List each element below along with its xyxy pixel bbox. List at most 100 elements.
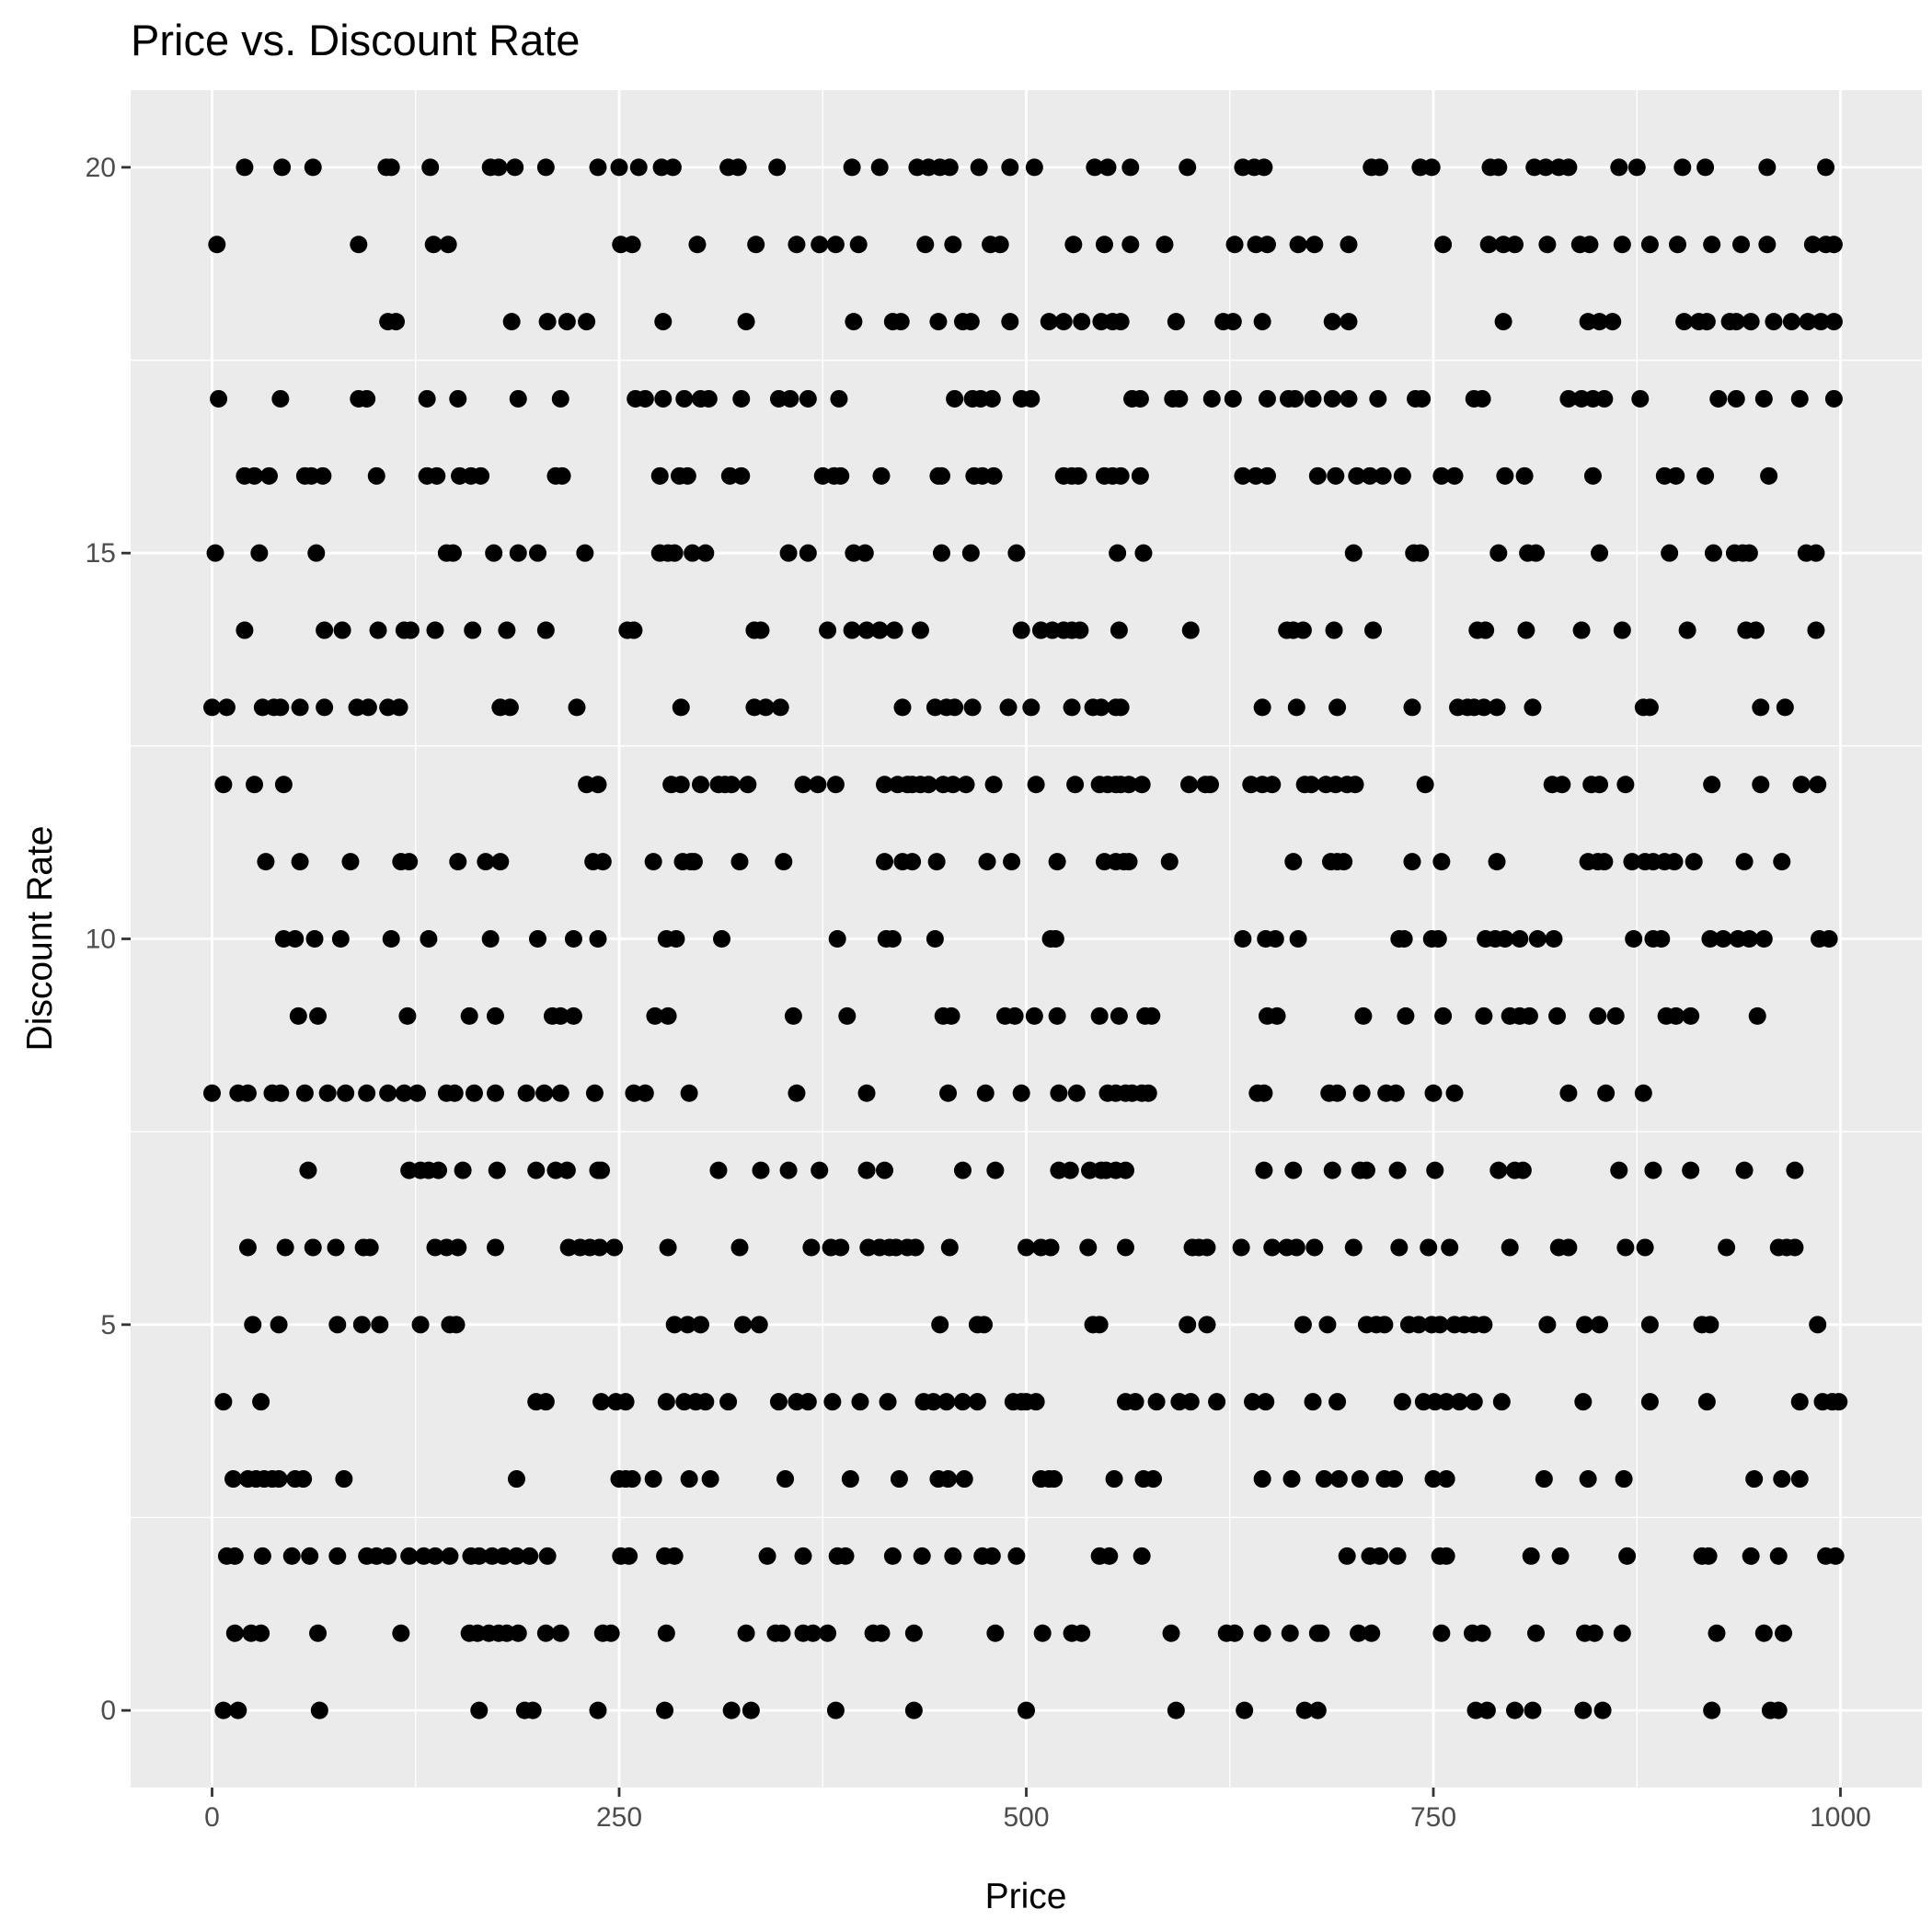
data-point [756,698,775,717]
data-point [672,776,690,794]
data-point [826,1701,845,1719]
data-point [1625,930,1643,948]
data-point [1092,698,1110,717]
data-point [937,1393,956,1411]
data-point [984,466,1003,485]
data-point [1524,1701,1542,1719]
data-point [1703,1701,1721,1719]
data-point [1426,1161,1444,1179]
data-point [879,1393,897,1411]
data-point [729,158,747,177]
data-point [946,389,964,408]
data-point [1224,389,1242,408]
data-point [1506,1701,1524,1719]
data-point [1515,466,1534,485]
data-point [1790,389,1809,408]
data-point [350,236,368,254]
data-point [1807,544,1825,562]
data-point [1328,1084,1347,1102]
data-point [963,698,982,717]
data-point [1478,1701,1496,1719]
data-point [276,1238,294,1257]
data-point [1258,389,1276,408]
data-point [1393,466,1411,485]
data-point [592,1393,611,1411]
y-tick-label: 0 [100,1696,116,1726]
data-point [1830,1393,1848,1411]
data-point [1740,930,1758,948]
data-point [730,853,749,871]
data-point [470,1701,489,1719]
data-point [589,930,607,948]
data-point [1479,236,1498,254]
data-point [1046,930,1064,948]
data-point [1685,853,1703,871]
data-point [657,1624,675,1642]
data-point [1589,1006,1607,1025]
data-point [1574,1393,1593,1411]
data-point [291,698,309,717]
data-point [489,158,508,177]
data-point [1704,544,1722,562]
data-point [841,1470,859,1489]
data-point [1198,1238,1216,1257]
data-point [449,389,467,408]
data-point [454,1161,472,1179]
data-point [1824,389,1843,408]
data-point [1348,466,1366,485]
data-point [788,1084,806,1102]
data-point [286,930,305,948]
data-point [1287,1238,1305,1257]
data-point [214,776,233,794]
data-point [1754,930,1773,948]
data-point [1703,236,1721,254]
data-point [1745,1470,1764,1489]
data-point [1294,1316,1312,1334]
data-point [301,1547,319,1565]
data-point [401,621,420,639]
data-point [781,389,799,408]
data-point [411,1316,430,1334]
data-point [944,776,962,794]
data-point [593,853,612,871]
data-point [968,1393,986,1411]
data-point [925,1393,943,1411]
data-point [1701,1316,1719,1334]
data-point [1202,776,1220,794]
data-point [978,853,996,871]
data-point [307,544,326,562]
data-point [828,930,846,948]
data-point [509,389,527,408]
data-point [1025,158,1043,177]
y-axis-title: Discount Rate [20,826,60,1052]
data-point [678,466,696,485]
data-point [551,389,569,408]
data-point [1312,1624,1330,1642]
data-point [1281,1624,1299,1642]
data-point [1675,313,1694,331]
data-point [752,621,770,639]
data-point [1501,1238,1519,1257]
data-point [352,1316,371,1334]
data-point [843,158,861,177]
data-point [238,1084,257,1102]
data-point [819,621,837,639]
data-point [1807,621,1825,639]
data-point [932,544,950,562]
data-point [1613,1624,1631,1642]
data-point [1790,1470,1809,1489]
data-point [779,544,798,562]
x-tick-label: 750 [1410,1802,1456,1833]
data-point [1325,621,1343,639]
data-point [1536,158,1555,177]
data-point [1329,1470,1348,1489]
data-point [491,853,510,871]
data-point [883,930,902,948]
data-point [768,158,787,177]
data-point [1513,1161,1532,1179]
data-point [472,466,490,485]
data-point [494,1547,512,1565]
data-point [1424,1084,1443,1102]
data-point [1363,1624,1381,1642]
data-point [1225,236,1244,254]
